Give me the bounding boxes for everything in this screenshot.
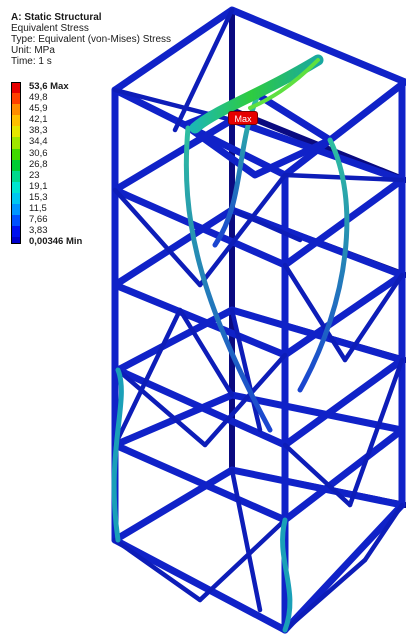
- result-info: A: Static Structural Equivalent Stress T…: [11, 12, 171, 67]
- result-time: Time: 1 s: [11, 56, 52, 67]
- result-name: Equivalent Stress: [11, 23, 89, 34]
- legend-swatch: [11, 82, 21, 94]
- legend-label: 45,9: [29, 103, 48, 115]
- legend-swatch: [11, 181, 21, 193]
- legend-label: 26,8: [29, 158, 48, 170]
- legend-label: 0,00346 Min: [29, 236, 83, 248]
- legend-label: 30,6: [29, 147, 48, 159]
- legend-label: 19,1: [29, 180, 48, 192]
- result-unit: Unit: MPa: [11, 45, 55, 56]
- legend-swatch: [11, 148, 21, 160]
- legend-label: 11,5: [29, 203, 47, 215]
- legend-label: 34,4: [29, 136, 48, 148]
- legend-label: 3,83: [29, 225, 48, 237]
- legend-label: 49,8: [29, 92, 48, 104]
- legend-swatch: [11, 170, 21, 182]
- legend-swatch: [11, 137, 21, 149]
- legend-swatch: [11, 192, 21, 205]
- legend-label: 53,6 Max: [29, 81, 69, 92]
- legend-swatch: [11, 93, 21, 105]
- legend-label: 42,1: [29, 114, 48, 126]
- max-probe-label[interactable]: Max: [228, 111, 258, 125]
- legend-swatch: [11, 204, 21, 216]
- legend-label: 38,3: [29, 125, 48, 137]
- result-type: Type: Equivalent (von-Mises) Stress: [11, 34, 172, 45]
- legend-label: 7,66: [29, 214, 48, 226]
- legend-swatch: [11, 226, 21, 238]
- legend-swatch: [11, 115, 21, 127]
- legend-swatch: [11, 237, 21, 245]
- legend-label: 23: [29, 169, 40, 181]
- legend-swatch: [11, 104, 21, 116]
- legend-swatch: [11, 126, 21, 138]
- analysis-title: A: Static Structural: [11, 12, 102, 23]
- legend-swatch: [11, 215, 21, 227]
- truss-frame: [111, 6, 406, 634]
- legend-swatch: [11, 159, 21, 171]
- legend-label: 15,3: [29, 191, 48, 203]
